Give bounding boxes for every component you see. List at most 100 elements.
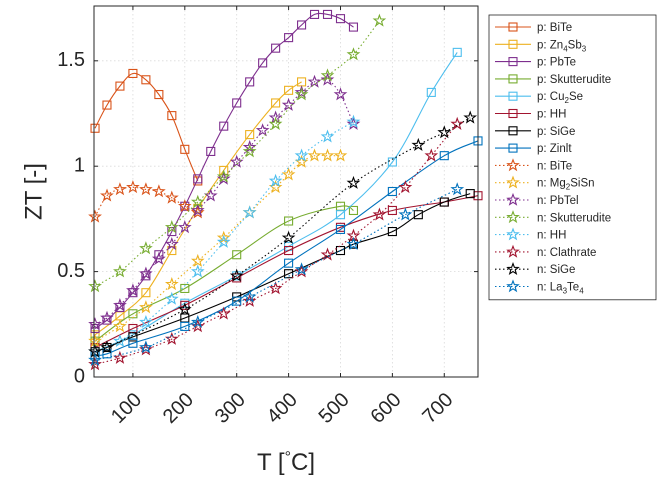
plot-frame xyxy=(93,5,479,378)
data-point xyxy=(216,169,231,183)
legend-marker xyxy=(508,91,518,101)
data-point xyxy=(411,137,426,152)
data-point xyxy=(102,100,112,110)
data-point xyxy=(322,9,333,19)
data-point xyxy=(232,296,242,306)
data-point xyxy=(437,125,452,139)
data-point xyxy=(398,207,413,221)
data-point xyxy=(348,22,359,32)
legend-marker xyxy=(506,227,520,241)
data-point xyxy=(426,87,436,97)
legend-label: n: Mg2SiSn xyxy=(537,178,595,192)
legend-marker xyxy=(506,262,520,275)
legend: p: BiTe p: Zn4Sb3 p: PbTe p: Skutterudite p:… xyxy=(488,14,657,301)
legend-label-part: n: HH xyxy=(537,230,566,242)
legend-label-part: Sb xyxy=(568,39,582,51)
data-point xyxy=(294,87,309,101)
legend-item: n: Clathrate xyxy=(495,244,596,259)
data-point xyxy=(307,74,322,88)
data-point xyxy=(268,173,283,187)
legend-label: n: Skutterudite xyxy=(537,212,611,224)
series-line xyxy=(94,154,341,342)
plot-area xyxy=(94,6,478,377)
data-point xyxy=(413,210,423,220)
data-point xyxy=(139,266,153,280)
data-point xyxy=(439,151,449,161)
data-point xyxy=(128,288,138,298)
legend-label: n: SiGe xyxy=(537,264,575,276)
legend-label-part: p: BiTe xyxy=(537,22,572,34)
legend-item: p: PbTe xyxy=(495,57,576,69)
legend-marker xyxy=(508,108,518,119)
data-point xyxy=(128,338,138,348)
legend-item: p: Zn4Sb3 xyxy=(495,39,587,53)
legend-label-part: n: Clathrate xyxy=(537,247,596,259)
legend-label-part: Te xyxy=(567,282,579,294)
legend-label-part: n: La xyxy=(537,282,563,294)
data-point xyxy=(219,121,229,131)
legend-label: p: Zn4Sb3 xyxy=(537,39,587,53)
data-point xyxy=(335,210,346,220)
data-point xyxy=(242,293,257,307)
data-point xyxy=(141,288,151,298)
data-point xyxy=(139,342,153,356)
series-15 xyxy=(88,182,465,367)
legend-label-part: p: HH xyxy=(537,109,566,121)
data-point xyxy=(281,230,296,244)
data-point xyxy=(335,224,346,234)
legend-label-part: p: Skutterudite xyxy=(537,74,611,86)
data-point xyxy=(320,129,335,143)
data-point xyxy=(333,148,348,162)
data-point xyxy=(297,20,307,30)
data-point xyxy=(320,247,335,261)
data-point xyxy=(164,276,179,291)
legend-label: n: BiTe xyxy=(537,160,572,172)
data-point xyxy=(335,245,346,256)
data-point xyxy=(113,333,127,348)
data-point xyxy=(335,14,346,24)
data-point xyxy=(154,89,164,100)
legend-marker xyxy=(508,74,518,84)
data-point xyxy=(346,47,361,61)
data-point xyxy=(139,300,153,314)
series-2 xyxy=(90,9,359,334)
data-point xyxy=(387,157,397,167)
data-point xyxy=(346,116,361,130)
data-point xyxy=(190,194,205,208)
data-point xyxy=(320,148,335,162)
data-point xyxy=(229,268,244,282)
series-line xyxy=(94,78,355,325)
data-point xyxy=(164,236,179,251)
data-point xyxy=(348,205,359,216)
data-point xyxy=(115,302,125,312)
data-point xyxy=(113,264,127,278)
legend-label: p: Skutterudite xyxy=(537,74,611,86)
data-point xyxy=(167,111,177,121)
data-point xyxy=(387,227,397,237)
series-line xyxy=(94,72,199,182)
series-0 xyxy=(90,68,203,186)
legend-label-part: Se xyxy=(569,91,583,103)
data-point xyxy=(126,283,140,297)
legend-marker xyxy=(506,158,520,172)
data-point xyxy=(190,264,205,278)
data-point xyxy=(206,146,216,156)
series-line xyxy=(94,140,479,357)
data-point xyxy=(320,72,335,86)
data-point xyxy=(177,302,192,316)
legend-label-part: n: Mg xyxy=(537,178,566,190)
data-point xyxy=(177,199,192,213)
legend-label-part: n: PbTel xyxy=(537,195,579,207)
series-line xyxy=(94,121,354,353)
data-point xyxy=(255,123,270,137)
data-point xyxy=(232,250,242,260)
data-point xyxy=(141,75,151,85)
data-point xyxy=(242,289,257,303)
data-point xyxy=(190,319,205,333)
data-point xyxy=(180,144,190,154)
data-point xyxy=(346,236,361,251)
legend-label-part: 2 xyxy=(565,96,570,105)
data-point xyxy=(190,314,205,328)
